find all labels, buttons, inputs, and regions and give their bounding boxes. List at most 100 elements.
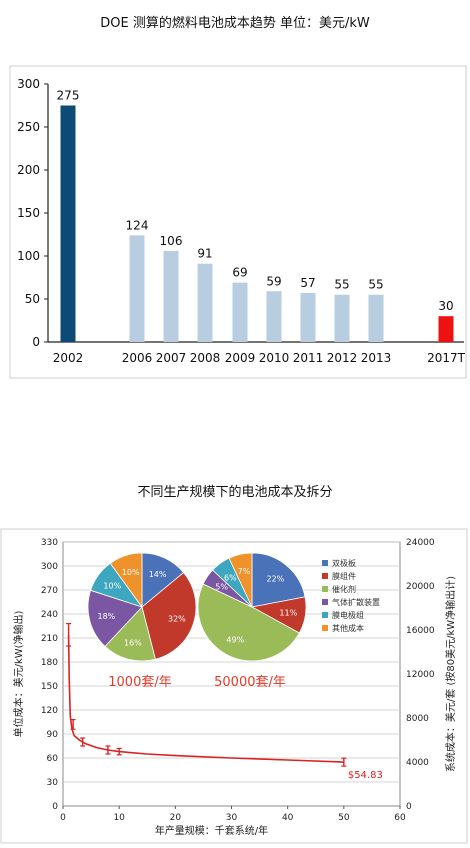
y2-tick-label: 24000 <box>406 538 435 548</box>
legend-swatch <box>322 625 328 631</box>
y-tick-label: 100 <box>17 249 40 263</box>
y2-tick-label: 4000 <box>406 758 429 768</box>
y-tick-label: 180 <box>41 658 58 668</box>
y-tick-label: 240 <box>41 610 58 620</box>
y2-tick-label: 16000 <box>406 626 435 636</box>
bar-2011 <box>300 292 316 342</box>
x-tick-label: 2002 <box>53 351 84 365</box>
x-tick-label: 40 <box>282 813 294 823</box>
x-tick-label: 2009 <box>225 351 256 365</box>
legend-label: 其他成本 <box>332 623 364 633</box>
y-tick-label: 200 <box>17 163 40 177</box>
bar-2002 <box>60 105 76 342</box>
bar-value-label: 59 <box>266 274 281 288</box>
y-tick-label: 60 <box>47 754 59 764</box>
y-tick-label: 0 <box>52 802 58 812</box>
y-tick-label: 270 <box>41 586 58 596</box>
y-tick-label: 150 <box>41 682 58 692</box>
x-tick-label: 2008 <box>190 351 221 365</box>
pie-caption: 50000套/年 <box>214 674 286 690</box>
x-axis-label: 年产量规模：千套系统/年 <box>155 824 268 837</box>
pie-slice-label: 11% <box>279 609 297 618</box>
y-tick-label: 210 <box>41 634 58 644</box>
y-tick-label: 0 <box>32 335 40 349</box>
y-tick-label: 50 <box>25 292 40 306</box>
chart2-frame <box>0 528 468 844</box>
legend-label: 膜组件 <box>332 571 356 581</box>
y2-tick-label: 12000 <box>406 670 435 680</box>
x-tick-label: 2011 <box>293 351 324 365</box>
legend-swatch <box>322 586 328 592</box>
pie-slice-催化剂 <box>104 606 156 662</box>
pie-caption: 1000套/年 <box>108 674 171 690</box>
y-axis-label: 单位成本：美元/kW(净输出) <box>12 610 25 737</box>
y2-tick-label: 0 <box>406 802 412 812</box>
x-tick-label: 60 <box>394 813 406 823</box>
pie-slice-label: 10% <box>103 581 121 590</box>
pie-slice-label: 6% <box>224 573 237 582</box>
bar-value-label: 69 <box>232 266 247 280</box>
bar-value-label: 30 <box>438 299 453 313</box>
cost-curve <box>67 634 344 763</box>
y-tick-label: 90 <box>47 730 59 740</box>
y2-tick-label: 8000 <box>406 714 429 724</box>
pie-slice-膜组件 <box>141 572 197 660</box>
pie-slice-催化剂 <box>197 583 300 662</box>
legend-swatch <box>322 560 328 566</box>
x-tick-label: 10 <box>113 813 125 823</box>
y-tick-label: 250 <box>17 120 40 134</box>
pie-slice-label: 16% <box>124 639 142 648</box>
x-tick-label: 20 <box>170 813 182 823</box>
x-tick-label: 30 <box>226 813 238 823</box>
x-tick-label: 0 <box>60 813 66 823</box>
bar-2008 <box>197 263 213 342</box>
pie-slice-label: 32% <box>168 614 186 623</box>
chart1-frame <box>9 65 467 379</box>
chart2-title: 不同生产规模下的电池成本及拆分 <box>137 485 333 500</box>
y-tick-label: 120 <box>41 706 58 716</box>
bar-2017T <box>438 316 454 342</box>
x-tick-label: 2012 <box>327 351 358 365</box>
legend-label: 催化剂 <box>332 584 356 594</box>
pie-slice-其他成本 <box>109 552 143 609</box>
y-tick-label: 300 <box>41 562 58 572</box>
legend-swatch <box>322 599 328 605</box>
bar-value-label: 124 <box>126 218 149 232</box>
pie-slice-其他成本 <box>228 552 253 608</box>
pie-slice-label: 5% <box>215 582 228 591</box>
legend-swatch <box>322 573 328 579</box>
pie-slice-label: 14% <box>149 570 167 579</box>
bar-value-label: 55 <box>368 278 383 292</box>
bar-value-label: 57 <box>300 276 315 290</box>
legend-label: 气体扩散装置 <box>332 597 380 607</box>
y2-axis-label: 系统成本：美元/套 (按80美元/kW净输出计) <box>444 576 457 772</box>
legend-label: 双极板 <box>332 558 356 568</box>
legend-swatch <box>322 612 328 618</box>
bar-value-label: 275 <box>57 89 80 103</box>
y2-tick-label: 20000 <box>406 582 435 592</box>
x-tick-label: 2013 <box>361 351 392 365</box>
pie-slice-label: 7% <box>238 567 251 576</box>
pie-slice-label: 22% <box>267 575 285 584</box>
bar-2012 <box>334 294 350 342</box>
end-value-label: $54.83 <box>348 770 383 781</box>
y-tick-label: 150 <box>17 206 40 220</box>
x-tick-label: 2007 <box>156 351 187 365</box>
y-tick-label: 30 <box>47 778 59 788</box>
x-tick-label: 2010 <box>259 351 290 365</box>
x-tick-label: 2017T <box>427 351 466 365</box>
pie-slice-label: 10% <box>122 568 140 577</box>
pie-slice-气体扩散装置 <box>87 589 143 647</box>
bar-value-label: 55 <box>334 278 349 292</box>
pie-slice-label: 18% <box>98 612 116 621</box>
y-tick-label: 330 <box>41 538 58 548</box>
y-tick-label: 300 <box>17 77 40 91</box>
pie-slice-label: 49% <box>226 636 244 645</box>
pie-slice-双极板 <box>251 552 306 608</box>
bar-2009 <box>232 282 248 342</box>
bar-2010 <box>266 291 282 342</box>
bar-value-label: 91 <box>197 247 212 261</box>
cost-trend-bar-chart: 0 50 100 150 200 250 300 275 2002 124 2006 106 2007 9… <box>9 65 467 379</box>
x-tick-label: 2006 <box>122 351 153 365</box>
bar-2007 <box>163 250 179 342</box>
